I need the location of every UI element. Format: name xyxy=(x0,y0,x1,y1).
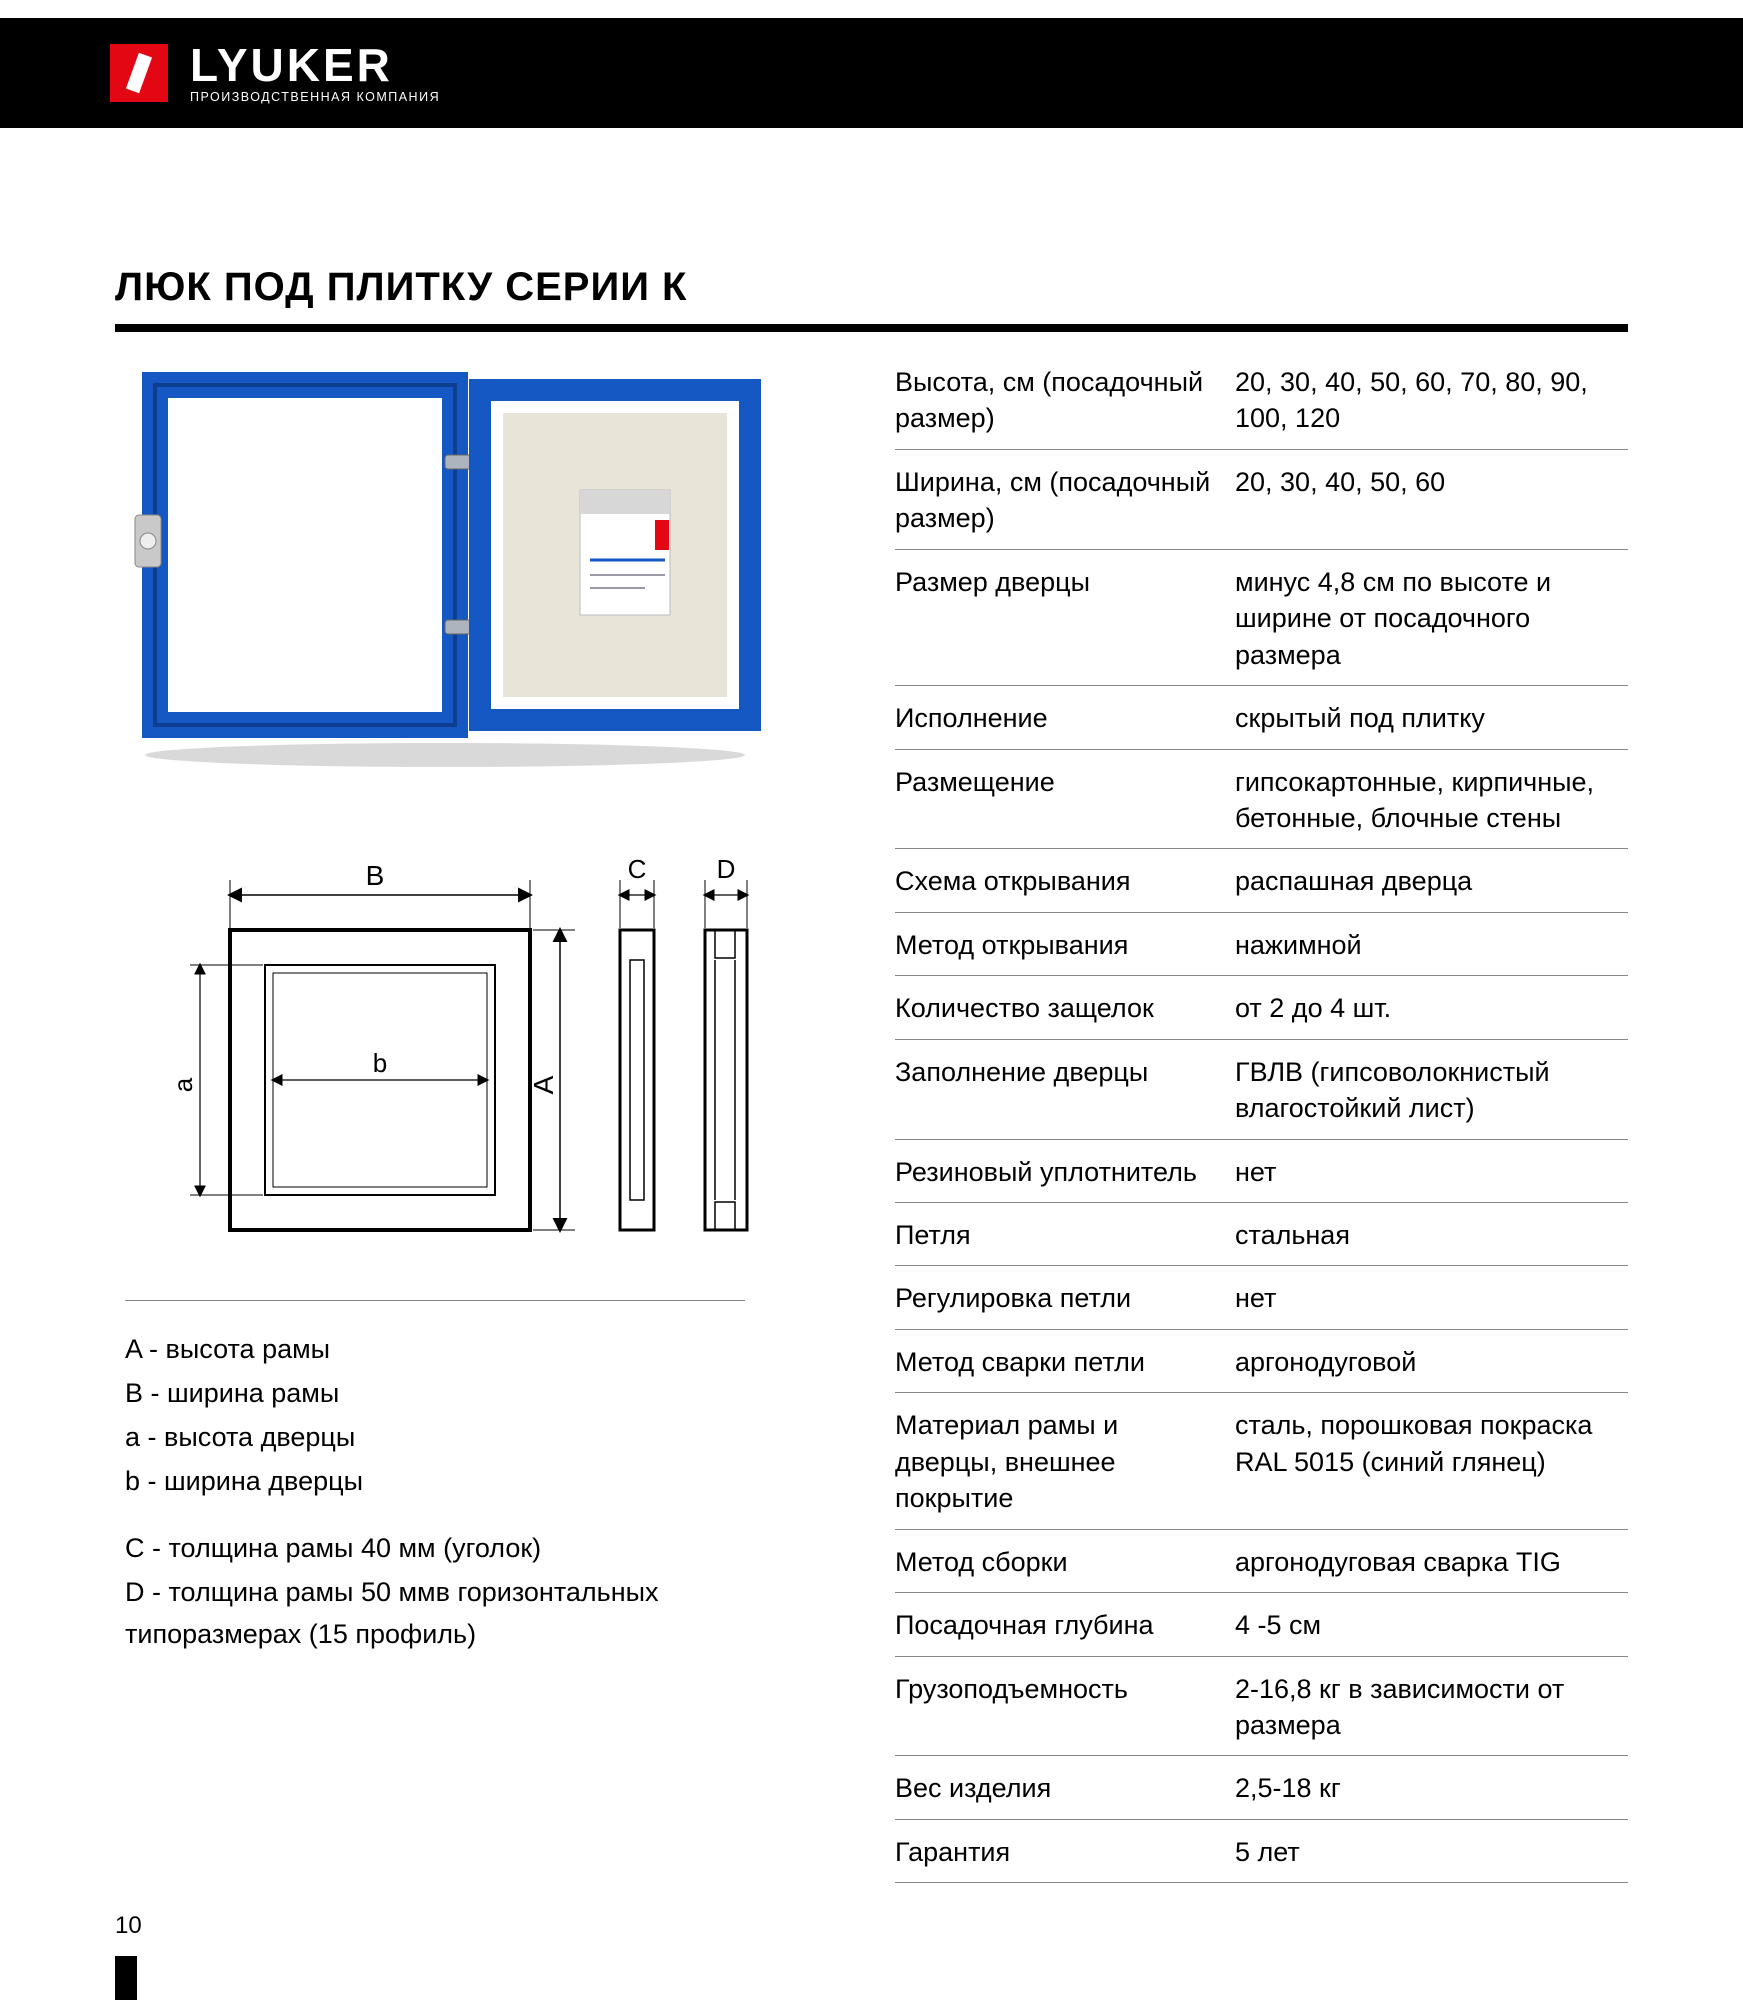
title-rule xyxy=(115,324,1628,332)
spec-row: Грузоподъемность2-16,8 кг в зависимости … xyxy=(895,1657,1628,1757)
page-number: 10 xyxy=(115,1912,142,1940)
spec-label: Регулировка петли xyxy=(895,1280,1235,1316)
spec-label: Схема открывания xyxy=(895,863,1235,899)
spec-label: Ширина, см (посадочный размер) xyxy=(895,464,1235,537)
logo-icon xyxy=(110,44,168,102)
dim-B: B xyxy=(366,860,385,891)
spec-value: 4 -5 см xyxy=(1235,1607,1628,1643)
technical-drawing: B b A a xyxy=(145,850,785,1270)
spec-row: Размер дверцыминус 4,8 см по высоте и ши… xyxy=(895,550,1628,686)
spec-value: 20, 30, 40, 50, 60 xyxy=(1235,464,1628,537)
spec-row: Петлястальная xyxy=(895,1203,1628,1266)
header-bar: LYUKER ПРОИЗВОДСТВЕННАЯ КОМПАНИЯ xyxy=(0,18,1743,128)
spec-row: Гарантия5 лет xyxy=(895,1820,1628,1883)
spec-label: Посадочная глубина xyxy=(895,1607,1235,1643)
page: LYUKER ПРОИЗВОДСТВЕННАЯ КОМПАНИЯ ЛЮК ПОД… xyxy=(0,0,1743,2000)
spec-row: Вес изделия 2,5-18 кг xyxy=(895,1756,1628,1819)
right-column: Высота, см (посадочный размер)20, 30, 40… xyxy=(895,350,1628,1880)
footer-mark xyxy=(115,1956,137,2000)
spec-row: Схема открыванияраспашная дверца xyxy=(895,849,1628,912)
body: B b A a xyxy=(115,350,1628,1880)
spec-value: распашная дверца xyxy=(1235,863,1628,899)
dim-a: a xyxy=(168,1077,198,1092)
spec-value: ГВЛВ (гипсоволокнистый влагостойкий лист… xyxy=(1235,1054,1628,1127)
spec-label: Метод открывания xyxy=(895,927,1235,963)
brand-subtitle: ПРОИЗВОДСТВЕННАЯ КОМПАНИЯ xyxy=(190,90,440,104)
spec-label: Количество защелок xyxy=(895,990,1235,1026)
spec-value: нет xyxy=(1235,1280,1628,1316)
spec-value: 20, 30, 40, 50, 60, 70, 80, 90, 100, 120 xyxy=(1235,364,1628,437)
spec-label: Материал рамы и дверцы, внешнее покрытие xyxy=(895,1407,1235,1516)
spec-value: 5 лет xyxy=(1235,1834,1628,1870)
spec-label: Метод сварки петли xyxy=(895,1344,1235,1380)
brand-name: LYUKER xyxy=(190,42,440,88)
legend-item: a - высота дверцы xyxy=(125,1417,835,1459)
title-block: ЛЮК ПОД ПЛИТКУ СЕРИИ К xyxy=(115,265,1628,332)
dim-D: D xyxy=(717,854,736,884)
spec-value: нет xyxy=(1235,1154,1628,1190)
dim-C: C xyxy=(628,854,647,884)
spec-row: Материал рамы и дверцы, внешнее покрытие… xyxy=(895,1393,1628,1529)
spec-value: сталь, порошковая покраска RAL 5015 (син… xyxy=(1235,1407,1628,1516)
left-column: B b A a xyxy=(115,350,835,1880)
spec-label: Петля xyxy=(895,1217,1235,1253)
spec-row: Метод сварки петлиаргонодуговой xyxy=(895,1330,1628,1393)
spec-label: Размещение xyxy=(895,764,1235,837)
page-title: ЛЮК ПОД ПЛИТКУ СЕРИИ К xyxy=(115,265,1628,310)
spec-value: 2,5-18 кг xyxy=(1235,1770,1628,1806)
spec-label: Грузоподъемность xyxy=(895,1671,1235,1744)
spec-row: Метод сборкиаргонодуговая сварка TIG xyxy=(895,1530,1628,1593)
spec-value: скрытый под плитку xyxy=(1235,700,1628,736)
spec-row: Резиновый уплотнительнет xyxy=(895,1140,1628,1203)
spec-row: Высота, см (посадочный размер)20, 30, 40… xyxy=(895,350,1628,450)
spec-value: от 2 до 4 шт. xyxy=(1235,990,1628,1026)
legend-item: C - толщина рамы 40 мм (уголок) xyxy=(125,1528,835,1570)
spec-label: Высота, см (посадочный размер) xyxy=(895,364,1235,437)
spec-value: аргонодуговая сварка TIG xyxy=(1235,1544,1628,1580)
legend-rule xyxy=(125,1300,745,1301)
spec-value: 2-16,8 кг в зависимости от размера xyxy=(1235,1671,1628,1744)
spec-label: Метод сборки xyxy=(895,1544,1235,1580)
spec-row: Посадочная глубина4 -5 см xyxy=(895,1593,1628,1656)
legend-item: A - высота рамы xyxy=(125,1329,835,1371)
spec-row: Исполнениескрытый под плитку xyxy=(895,686,1628,749)
spec-row: Заполнение дверцыГВЛВ (гипсоволокнистый … xyxy=(895,1040,1628,1140)
spec-value: нажимной xyxy=(1235,927,1628,963)
spec-label: Размер дверцы xyxy=(895,564,1235,673)
legend-item: D - толщина рамы 50 ммв горизонтальных т… xyxy=(125,1572,835,1656)
logo-text: LYUKER ПРОИЗВОДСТВЕННАЯ КОМПАНИЯ xyxy=(190,42,440,104)
spec-table: Высота, см (посадочный размер)20, 30, 40… xyxy=(895,350,1628,1883)
dim-b: b xyxy=(373,1048,387,1078)
drawing-legend: A - высота рамы B - ширина рамы a - высо… xyxy=(125,1300,835,1656)
product-image xyxy=(125,360,765,770)
legend-item: B - ширина рамы xyxy=(125,1373,835,1415)
spec-row: Размещениегипсокартонные, кирпичные, бет… xyxy=(895,750,1628,850)
spec-row: Ширина, см (посадочный размер)20, 30, 40… xyxy=(895,450,1628,550)
spec-label: Заполнение дверцы xyxy=(895,1054,1235,1127)
dim-A: A xyxy=(528,1075,559,1094)
spec-value: минус 4,8 см по высоте и ширине от посад… xyxy=(1235,564,1628,673)
spec-value: гипсокартонные, кирпичные, бетонные, бло… xyxy=(1235,764,1628,837)
spec-row: Количество защелокот 2 до 4 шт. xyxy=(895,976,1628,1039)
spec-label: Резиновый уплотнитель xyxy=(895,1154,1235,1190)
spec-row: Метод открываниянажимной xyxy=(895,913,1628,976)
spec-label: Исполнение xyxy=(895,700,1235,736)
spec-row: Регулировка петлинет xyxy=(895,1266,1628,1329)
spec-value: стальная xyxy=(1235,1217,1628,1253)
spec-label: Гарантия xyxy=(895,1834,1235,1870)
legend-item: b - ширина дверцы xyxy=(125,1461,835,1503)
spec-value: аргонодуговой xyxy=(1235,1344,1628,1380)
spec-label: Вес изделия xyxy=(895,1770,1235,1806)
